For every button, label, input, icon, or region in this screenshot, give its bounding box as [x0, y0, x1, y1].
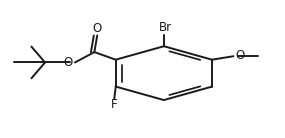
Text: O: O: [63, 56, 72, 69]
Text: F: F: [111, 98, 118, 112]
Text: Br: Br: [159, 21, 172, 34]
Text: O: O: [235, 49, 244, 62]
Text: O: O: [93, 22, 102, 35]
